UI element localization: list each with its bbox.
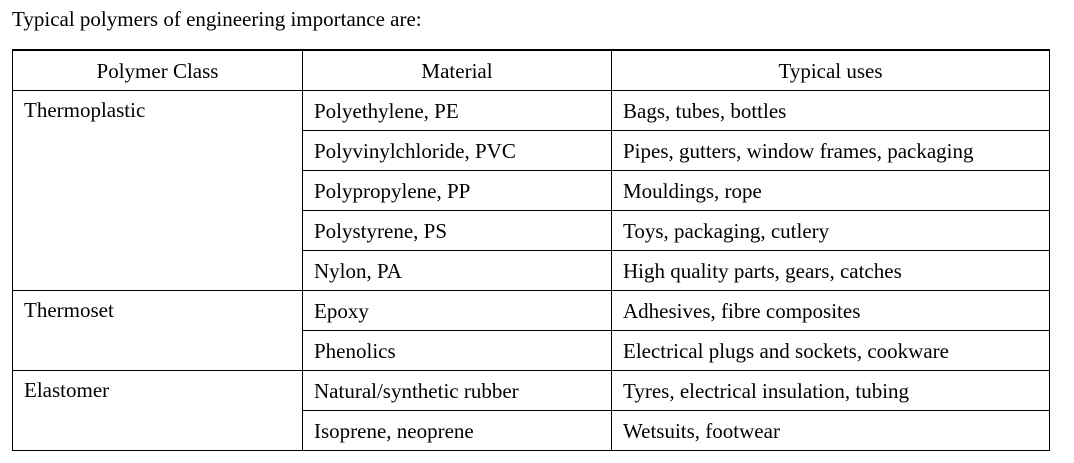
header-row: Polymer Class Material Typical uses — [12, 49, 1050, 91]
uses-cell: Toys, packaging, cutlery — [611, 210, 1050, 251]
uses-cell: Wetsuits, footwear — [611, 410, 1050, 451]
material-cell: Polyvinylchloride, PVC — [302, 130, 612, 171]
material-cell: Polystyrene, PS — [302, 210, 612, 251]
table-row: Polyvinylchloride, PVC Pipes, gutters, w… — [13, 130, 1050, 171]
table-header: Polymer Class Material Typical uses — [12, 49, 1050, 91]
header-typical-uses: Typical uses — [611, 49, 1050, 91]
polymer-table: Polymer Class Material Typical uses Ther… — [12, 49, 1050, 451]
uses-cell: Mouldings, rope — [611, 170, 1050, 211]
material-cell: Polyethylene, PE — [302, 90, 612, 131]
material-cell: Polypropylene, PP — [302, 170, 612, 211]
material-cell: Nylon, PA — [302, 250, 612, 291]
table-row: Phenolics Electrical plugs and sockets, … — [13, 330, 1050, 371]
polymer-class-cell: Thermoset — [12, 290, 303, 371]
material-cell: Phenolics — [302, 330, 612, 371]
material-cell: Natural/synthetic rubber — [302, 370, 612, 411]
material-cell: Epoxy — [302, 290, 612, 331]
uses-cell: Adhesives, fibre composites — [611, 290, 1050, 331]
uses-cell: Pipes, gutters, window frames, packaging — [611, 130, 1050, 171]
table-body: Thermoplastic Polyethylene, PE Bags, tub… — [12, 90, 1050, 451]
header-material: Material — [302, 49, 612, 91]
uses-cell: Bags, tubes, bottles — [611, 90, 1050, 131]
header-polymer-class: Polymer Class — [12, 49, 303, 91]
table-row: Thermoplastic Polyethylene, PE Bags, tub… — [12, 90, 1050, 291]
intro-text: Typical polymers of engineering importan… — [12, 7, 422, 31]
uses-cell: Electrical plugs and sockets, cookware — [611, 330, 1050, 371]
table-row: Isoprene, neoprene Wetsuits, footwear — [13, 410, 1050, 451]
table-row: Thermoset Epoxy Adhesives, fibre composi… — [12, 290, 1050, 371]
polymer-class-cell: Elastomer — [12, 370, 303, 451]
polymer-class-cell: Thermoplastic — [12, 90, 303, 291]
uses-cell: High quality parts, gears, catches — [611, 250, 1050, 291]
table-row: Elastomer Natural/synthetic rubber Tyres… — [12, 370, 1050, 451]
uses-cell: Tyres, electrical insulation, tubing — [611, 370, 1050, 411]
material-cell: Isoprene, neoprene — [302, 410, 612, 451]
